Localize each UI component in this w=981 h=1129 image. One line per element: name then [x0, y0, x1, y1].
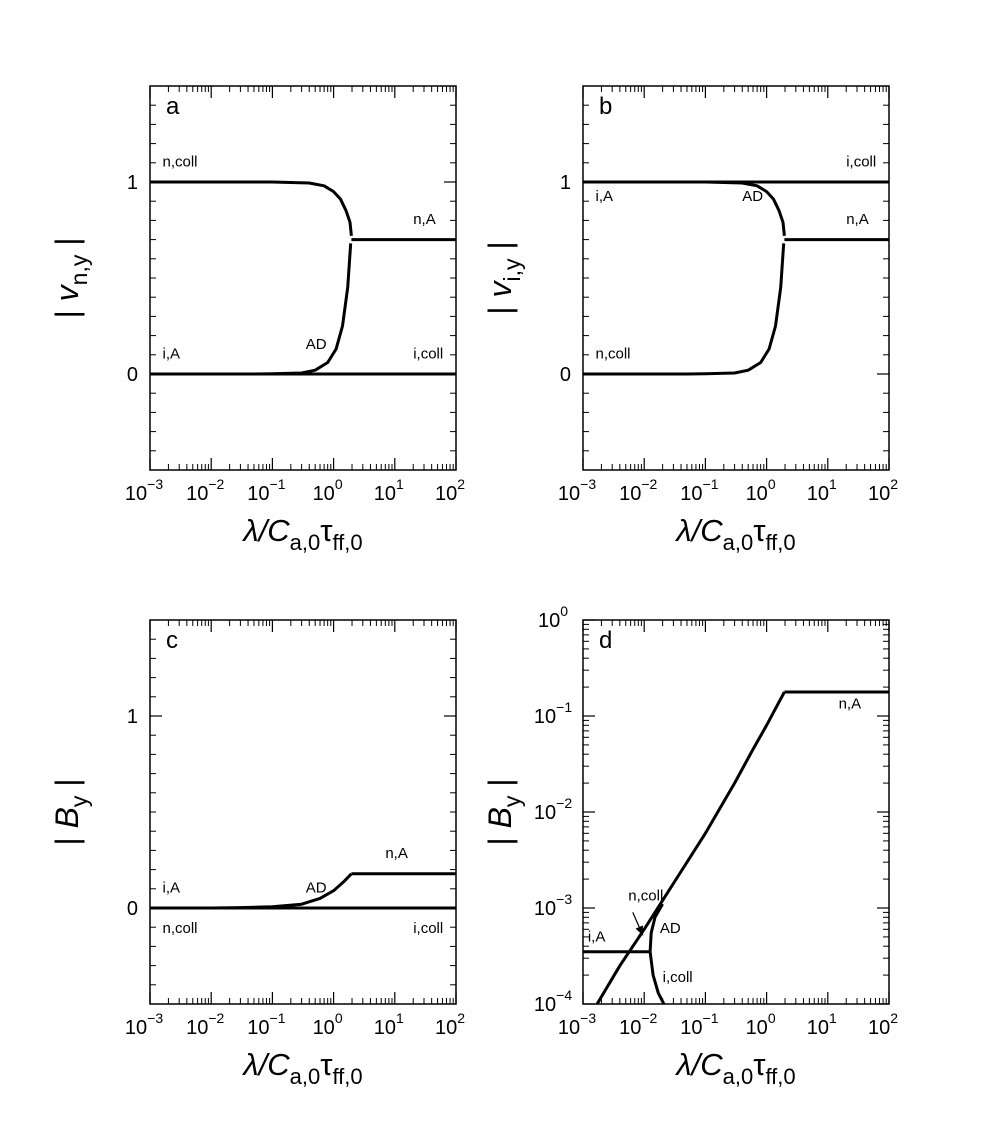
- y-axis-label: | vn,y |: [49, 237, 92, 318]
- annotation-arrowhead: [635, 925, 643, 936]
- series-annotation: i,coll: [413, 346, 443, 363]
- series-annotation: n,coll: [628, 887, 663, 904]
- y-tick-label: 100: [538, 603, 568, 632]
- series-line: [150, 243, 353, 376]
- panel-label: b: [599, 93, 612, 120]
- y-tick-label: 1: [560, 172, 571, 194]
- panel-a: 10−3 10−2 10−1 100 101 102 0 1 n,coll n,A i,A AD i,c…: [49, 85, 465, 555]
- x-tick-label: 10−3: [558, 476, 596, 505]
- x-tick-label: 10−1: [247, 476, 285, 505]
- x-tick-label: 100: [746, 476, 776, 505]
- x-axis-label: λ/Ca,0τff,0: [674, 1047, 795, 1089]
- x-axis-label: λ/Ca,0τff,0: [241, 513, 362, 555]
- series-line: [648, 951, 666, 1005]
- series-line: [583, 180, 786, 236]
- x-tick-label: 10−3: [125, 476, 163, 505]
- x-tick-label: 102: [435, 476, 465, 505]
- y-tick-label: 0: [560, 364, 571, 386]
- x-tick-label: 10−2: [186, 476, 224, 505]
- y-axis-label-text: | vn,y |: [49, 237, 92, 318]
- axes-frame: [149, 85, 457, 471]
- series-annotation: AD: [660, 920, 681, 937]
- x-tick-label: 102: [868, 476, 898, 505]
- series-annotation: i,A: [162, 346, 180, 363]
- x-tick-label: 10−3: [125, 1010, 163, 1039]
- axes-frame: [582, 85, 890, 471]
- x-tick-label: 101: [807, 476, 837, 505]
- series-line: [595, 691, 786, 1005]
- axes-frame: [149, 619, 457, 1005]
- x-tick-label: 10−3: [558, 1010, 596, 1039]
- y-axis-label: | vi,y |: [482, 241, 525, 314]
- series-annotation: n,A: [385, 845, 408, 862]
- x-tick-label: 10−1: [680, 1010, 718, 1039]
- panel-label: a: [166, 93, 180, 120]
- series-annotation: n,coll: [162, 154, 197, 171]
- panel-label: d: [599, 627, 612, 654]
- x-tick-label: 10−1: [247, 1010, 285, 1039]
- y-axis-label-text: | By |: [482, 778, 525, 845]
- y-tick-label: 10−1: [534, 699, 572, 728]
- y-tick-label: 10−3: [534, 891, 572, 920]
- series-annotation: AD: [306, 880, 327, 897]
- series-annotation: i,coll: [846, 154, 876, 171]
- series-annotation: AD: [742, 188, 763, 205]
- y-tick-label: 10−2: [534, 795, 572, 824]
- x-tick-label: 100: [313, 1010, 343, 1039]
- series-annotation: i,A: [162, 880, 180, 897]
- series-annotation: i,A: [595, 188, 613, 205]
- y-tick-label: 0: [127, 898, 138, 920]
- series-annotation: n,coll: [595, 346, 630, 363]
- y-axis-label-text: | vi,y |: [482, 241, 525, 314]
- y-axis-label-text: | By |: [49, 778, 92, 845]
- panel-d: 10−3 10−2 10−1 100 101 10210−410−310−210−1100…: [482, 603, 898, 1089]
- series-annotation: n,A: [413, 211, 436, 228]
- x-tick-label: 102: [868, 1010, 898, 1039]
- x-tick-label: 10−2: [186, 1010, 224, 1039]
- y-axis-label: | By |: [482, 778, 525, 845]
- x-tick-label: 101: [807, 1010, 837, 1039]
- series-annotation: n,coll: [162, 920, 197, 937]
- series-line: [648, 903, 664, 952]
- x-tick-label: 10−1: [680, 476, 718, 505]
- series-annotation: i,coll: [413, 920, 443, 937]
- series-annotation: AD: [306, 336, 327, 353]
- panel-b: 10−3 10−2 10−1 100 101 102 0 1 i,coll i,A AD n,A n,c…: [482, 85, 898, 555]
- y-tick-label: 1: [127, 172, 138, 194]
- series-annotation: i,A: [588, 928, 606, 945]
- x-tick-label: 101: [374, 1010, 404, 1039]
- series-annotation: n,A: [839, 695, 862, 712]
- series-annotation: n,A: [846, 211, 869, 228]
- series-line: [150, 180, 353, 236]
- x-tick-label: 10−2: [619, 1010, 657, 1039]
- panel-c: 10−3 10−2 10−1 100 101 102 0 1 i,A AD n,A n,coll i,c…: [49, 619, 465, 1089]
- x-tick-label: 10−2: [619, 476, 657, 505]
- y-tick-label: 1: [127, 706, 138, 728]
- series-line: [583, 243, 786, 376]
- x-tick-label: 100: [746, 1010, 776, 1039]
- x-axis-label: λ/Ca,0τff,0: [241, 1047, 362, 1089]
- series-annotation: i,coll: [663, 969, 693, 986]
- x-axis-label: λ/Ca,0τff,0: [674, 513, 795, 555]
- x-tick-label: 101: [374, 476, 404, 505]
- x-tick-label: 100: [313, 476, 343, 505]
- y-tick-label: 10−4: [534, 987, 572, 1016]
- y-axis-label: | By |: [49, 778, 92, 845]
- y-tick-label: 0: [127, 364, 138, 386]
- axes-frame: [582, 619, 890, 1005]
- x-tick-label: 102: [435, 1010, 465, 1039]
- panel-label: c: [166, 627, 178, 654]
